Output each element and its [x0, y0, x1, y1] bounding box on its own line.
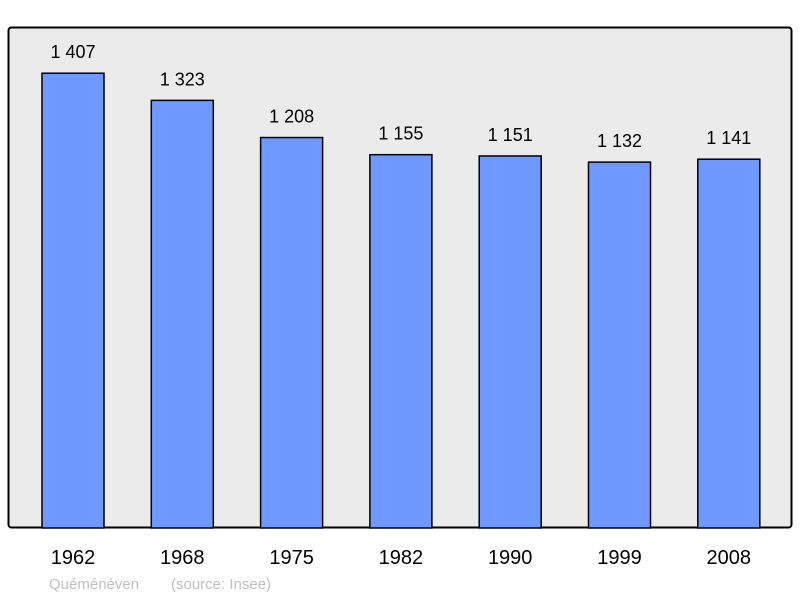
x-tick-label-1975: 1975 [269, 547, 314, 569]
x-tick-label-1968: 1968 [160, 547, 205, 569]
x-tick-label-1999: 1999 [597, 547, 642, 569]
bar-2008 [697, 158, 761, 529]
value-label-2008: 1 141 [706, 128, 751, 148]
bar-1982 [369, 153, 433, 529]
bar-1999 [587, 161, 652, 529]
value-label-1990: 1 151 [488, 125, 533, 145]
value-label-1982: 1 155 [378, 124, 423, 144]
x-tick-label-1990: 1990 [488, 547, 533, 569]
x-tick-label-1982: 1982 [379, 547, 424, 569]
bar-1962 [41, 72, 105, 529]
value-label-1999: 1 132 [597, 131, 642, 151]
x-tick-label-1962: 1962 [51, 547, 96, 569]
bar-1990 [478, 155, 542, 529]
value-label-1968: 1 323 [160, 69, 205, 89]
footer-source: (source: Insee) [171, 576, 271, 593]
x-tick-label-2008: 2008 [707, 547, 752, 569]
bar-1968 [150, 99, 215, 529]
value-label-1975: 1 208 [269, 107, 314, 127]
footer-place: Quéménéven [49, 576, 139, 593]
bar-1975 [259, 136, 324, 529]
value-label-1962: 1 407 [50, 42, 95, 62]
